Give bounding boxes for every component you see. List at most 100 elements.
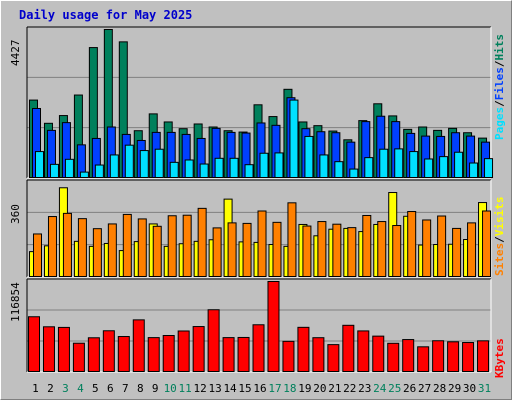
kbytes-bar xyxy=(282,340,295,372)
day-label: 31 xyxy=(478,382,491,395)
sites-bar xyxy=(317,221,327,277)
day-label: 23 xyxy=(358,382,371,395)
sites-bar xyxy=(77,218,87,277)
kbytes-bar xyxy=(117,336,130,372)
sites-bar xyxy=(227,222,237,277)
kbytes-bar xyxy=(357,330,370,372)
sites-bar xyxy=(287,202,297,277)
legend-sep-1: / xyxy=(493,100,506,107)
kbytes-bar xyxy=(102,330,115,373)
sites-bar xyxy=(332,223,342,277)
sites-bar xyxy=(407,211,417,277)
legend-sep-2: / xyxy=(493,60,506,67)
kbytes-bar xyxy=(432,340,445,373)
day-label: 28 xyxy=(433,382,446,395)
hits-ymax-label: 4427 xyxy=(9,40,22,67)
legend-kbytes: KBytes xyxy=(493,338,506,378)
chart-title: Daily usage for May 2025 xyxy=(19,8,192,22)
kbytes-bar xyxy=(387,342,400,373)
sites-bar xyxy=(107,223,117,277)
kbytes-ymax-label: 116854 xyxy=(9,282,22,322)
kbytes-bar xyxy=(222,337,235,373)
pages-bar xyxy=(379,148,389,179)
day-label: 21 xyxy=(328,382,341,395)
sites-bar xyxy=(152,225,162,277)
sites-ymax-label: 360 xyxy=(9,204,22,224)
pages-bar xyxy=(124,144,134,179)
pages-bar xyxy=(289,99,299,178)
pages-bar xyxy=(439,156,449,178)
day-label: 30 xyxy=(463,382,476,395)
pages-bar xyxy=(409,151,419,178)
legend-hits-files-pages: Pages/Files/Hits xyxy=(493,34,506,140)
pages-bar xyxy=(349,168,359,178)
day-label: 9 xyxy=(152,382,159,395)
kbytes-bar xyxy=(327,344,340,372)
sites-bar xyxy=(33,233,42,277)
day-label: 22 xyxy=(343,382,356,395)
day-label: 1 xyxy=(32,382,39,395)
kbytes-bar xyxy=(237,336,250,372)
kbytes-bar xyxy=(177,330,190,372)
kbytes-bar xyxy=(28,316,40,373)
sites-bar xyxy=(47,216,57,278)
pages-bar xyxy=(64,158,74,178)
kbytes-bar xyxy=(252,324,265,373)
pages-bar xyxy=(229,157,239,179)
legend-sites: Sites xyxy=(493,243,506,276)
pages-bar xyxy=(304,135,314,178)
sites-bar xyxy=(452,227,462,278)
day-label: 25 xyxy=(388,382,401,395)
day-label: 12 xyxy=(194,382,207,395)
day-label: 17 xyxy=(268,382,281,395)
pages-bar xyxy=(169,161,179,178)
kbytes-panel xyxy=(26,278,492,373)
day-label: 15 xyxy=(238,382,251,395)
day-label: 11 xyxy=(179,382,192,395)
kbytes-bar xyxy=(87,337,100,372)
pages-bar xyxy=(394,148,404,178)
sites-bar xyxy=(422,219,432,278)
kbytes-bar xyxy=(447,341,460,372)
sites-bar xyxy=(92,228,102,277)
legend-visits: Visits xyxy=(493,197,506,237)
pages-bar xyxy=(199,163,209,179)
kbytes-bar xyxy=(132,319,145,373)
pages-bar xyxy=(79,171,89,178)
sites-bar xyxy=(467,222,477,277)
kbytes-bar xyxy=(267,281,280,372)
day-label: 19 xyxy=(298,382,311,395)
pages-bar xyxy=(109,154,119,179)
sites-bar xyxy=(347,227,357,277)
kbytes-bar xyxy=(147,337,160,373)
sites-bar xyxy=(437,215,447,277)
day-label: 27 xyxy=(418,382,431,395)
pages-bar xyxy=(319,154,329,179)
day-label: 26 xyxy=(403,382,416,395)
kbytes-bar xyxy=(57,326,70,372)
pages-bar xyxy=(35,151,44,178)
kbytes-bar xyxy=(72,342,85,373)
legend-files: Files xyxy=(493,67,506,100)
day-label: 6 xyxy=(107,382,114,395)
kbytes-bar xyxy=(462,342,475,372)
pages-bar xyxy=(274,152,284,178)
kbytes-bar xyxy=(372,335,385,372)
pages-bar xyxy=(214,157,224,179)
day-label: 10 xyxy=(164,382,177,395)
pages-bar xyxy=(154,148,164,179)
pages-bar xyxy=(244,164,254,179)
pages-bar xyxy=(94,164,104,178)
pages-bar xyxy=(49,163,59,178)
pages-bar xyxy=(334,161,344,178)
sites-bar xyxy=(302,225,312,278)
kbytes-bar xyxy=(162,335,175,373)
day-label: 14 xyxy=(223,382,237,395)
day-label: 3 xyxy=(62,382,69,395)
sites-bar xyxy=(197,207,207,277)
day-label: 4 xyxy=(77,382,84,395)
legend-pages: Pages xyxy=(493,107,506,140)
pages-bar xyxy=(184,159,194,178)
sites-bar xyxy=(137,218,147,278)
